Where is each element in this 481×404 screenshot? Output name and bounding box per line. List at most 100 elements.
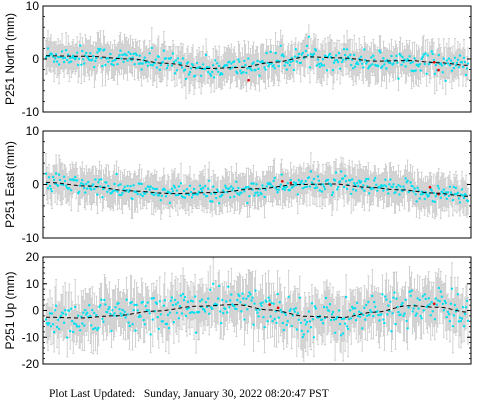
data-point — [406, 327, 409, 330]
data-point — [73, 178, 76, 182]
data-point — [175, 189, 179, 192]
data-point — [192, 187, 196, 191]
data-point — [412, 69, 415, 73]
data-point — [281, 187, 284, 191]
data-point — [125, 54, 128, 57]
data-point — [352, 67, 355, 70]
data-point — [131, 56, 134, 59]
data-point — [150, 297, 153, 300]
data-point — [271, 319, 274, 323]
data-point — [123, 310, 126, 313]
data-point — [237, 58, 240, 61]
data-point — [463, 60, 467, 64]
data-point — [170, 64, 174, 67]
data-point — [458, 201, 462, 204]
data-point — [294, 307, 297, 310]
data-point — [141, 62, 144, 65]
data-point — [70, 189, 73, 192]
data-point — [172, 184, 176, 187]
data-point — [398, 193, 401, 196]
data-point — [167, 326, 171, 330]
data-point — [410, 289, 413, 292]
data-point — [84, 191, 87, 194]
data-point — [458, 316, 462, 319]
outlier-point — [276, 306, 280, 310]
data-point — [314, 183, 318, 186]
data-layer — [44, 24, 470, 99]
data-point — [78, 190, 81, 193]
data-point — [229, 299, 232, 302]
data-point — [142, 318, 145, 322]
data-point — [414, 69, 417, 72]
data-point — [343, 53, 347, 57]
data-point — [233, 60, 236, 63]
data-point — [457, 320, 461, 323]
data-point — [321, 183, 325, 186]
data-point — [361, 327, 364, 330]
data-point — [133, 303, 136, 307]
data-point — [410, 69, 413, 72]
data-point — [462, 196, 466, 200]
data-point — [335, 58, 339, 62]
data-point — [54, 172, 58, 175]
data-point — [301, 51, 304, 55]
data-point — [149, 185, 152, 188]
data-point — [295, 60, 298, 63]
data-point — [205, 65, 209, 69]
data-point — [350, 317, 353, 320]
data-point — [165, 67, 169, 70]
data-point — [341, 332, 345, 335]
data-point — [184, 77, 188, 81]
data-point — [85, 51, 88, 55]
y-axis-label: P251 East (mm) — [3, 141, 17, 228]
data-point — [143, 192, 146, 196]
data-point — [421, 55, 424, 59]
data-point — [216, 62, 219, 65]
data-point — [433, 200, 436, 203]
model-line — [46, 181, 469, 197]
data-point — [417, 65, 420, 68]
data-point — [228, 187, 231, 190]
data-point — [318, 65, 322, 68]
y-tick-label: 20 — [26, 250, 40, 264]
data-point — [137, 62, 140, 65]
data-point — [355, 189, 358, 192]
data-point — [86, 311, 89, 314]
data-point — [338, 67, 342, 70]
data-point — [419, 314, 422, 318]
data-point — [243, 190, 246, 193]
data-point — [203, 184, 207, 188]
data-point — [200, 190, 204, 193]
data-point — [64, 184, 68, 187]
data-point — [261, 184, 264, 187]
data-point — [436, 299, 439, 302]
data-point — [409, 181, 412, 184]
data-point — [101, 196, 104, 199]
data-point — [271, 185, 274, 188]
data-point — [168, 311, 172, 314]
data-point — [301, 335, 304, 339]
data-point — [371, 294, 374, 298]
data-point — [260, 304, 263, 307]
data-point — [173, 186, 177, 189]
data-point — [132, 52, 135, 56]
data-point — [421, 295, 424, 298]
data-layer — [44, 257, 470, 362]
data-point — [90, 324, 93, 327]
data-point — [455, 61, 459, 65]
data-point — [246, 67, 249, 70]
panel-1: -10 0 10 P251 North (mm) — [3, 0, 472, 119]
data-point — [313, 186, 317, 190]
data-point — [69, 329, 72, 333]
data-point — [461, 65, 465, 69]
data-point — [69, 56, 72, 59]
data-point — [177, 317, 181, 320]
data-point — [367, 67, 370, 70]
data-point — [305, 44, 309, 48]
data-point — [57, 173, 61, 176]
data-point — [210, 192, 213, 195]
data-point — [382, 57, 385, 60]
data-point — [433, 72, 436, 76]
data-point — [405, 59, 408, 63]
data-point — [102, 320, 105, 323]
